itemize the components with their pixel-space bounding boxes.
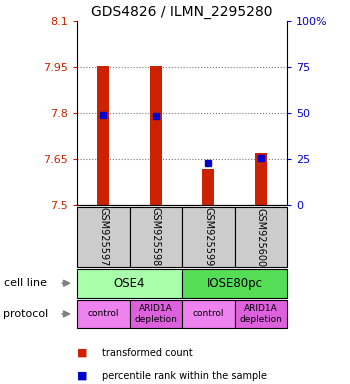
Bar bbox=[182, 269, 287, 298]
Text: OSE4: OSE4 bbox=[114, 277, 145, 290]
Text: GSM925597: GSM925597 bbox=[98, 207, 108, 267]
Bar bbox=[97, 66, 109, 205]
Text: transformed count: transformed count bbox=[102, 348, 192, 358]
Bar bbox=[255, 152, 267, 205]
Title: GDS4826 / ILMN_2295280: GDS4826 / ILMN_2295280 bbox=[91, 5, 273, 19]
Text: ARID1A
depletion: ARID1A depletion bbox=[239, 304, 282, 324]
Text: ■: ■ bbox=[77, 371, 88, 381]
Bar bbox=[182, 300, 234, 328]
Bar bbox=[130, 300, 182, 328]
Text: ■: ■ bbox=[77, 348, 88, 358]
Text: control: control bbox=[88, 310, 119, 318]
Text: protocol: protocol bbox=[4, 309, 49, 319]
Text: GSM925598: GSM925598 bbox=[151, 207, 161, 267]
Text: GSM925600: GSM925600 bbox=[256, 208, 266, 266]
Bar bbox=[182, 207, 234, 267]
Bar bbox=[77, 269, 182, 298]
Bar bbox=[202, 169, 214, 205]
Text: IOSE80pc: IOSE80pc bbox=[206, 277, 262, 290]
Bar bbox=[150, 66, 162, 205]
Text: cell line: cell line bbox=[4, 278, 47, 288]
Bar bbox=[234, 207, 287, 267]
Text: GSM925599: GSM925599 bbox=[203, 207, 213, 267]
Bar bbox=[77, 207, 130, 267]
Bar bbox=[234, 300, 287, 328]
Bar bbox=[77, 300, 130, 328]
Text: control: control bbox=[193, 310, 224, 318]
Text: percentile rank within the sample: percentile rank within the sample bbox=[102, 371, 266, 381]
Bar bbox=[130, 207, 182, 267]
Text: ARID1A
depletion: ARID1A depletion bbox=[134, 304, 177, 324]
